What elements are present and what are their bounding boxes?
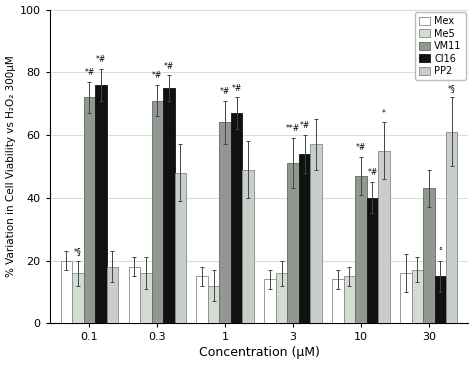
- Bar: [344, 276, 355, 323]
- Bar: [242, 169, 254, 323]
- Y-axis label: % Variation in Cell Viability vs H₂O₂ 300μM: % Variation in Cell Viability vs H₂O₂ 30…: [6, 55, 16, 277]
- Text: *: *: [382, 109, 386, 118]
- Bar: [264, 279, 276, 323]
- Bar: [219, 123, 231, 323]
- Bar: [196, 276, 208, 323]
- Text: *§: *§: [74, 247, 82, 256]
- Bar: [310, 145, 322, 323]
- Bar: [276, 273, 287, 323]
- Bar: [446, 132, 457, 323]
- Bar: [152, 100, 163, 323]
- Bar: [128, 267, 140, 323]
- Bar: [72, 273, 84, 323]
- Bar: [367, 198, 378, 323]
- Bar: [163, 88, 174, 323]
- Bar: [107, 267, 118, 323]
- Bar: [411, 270, 423, 323]
- Bar: [174, 173, 186, 323]
- Text: *#: *#: [300, 121, 310, 130]
- Text: °: °: [438, 247, 442, 256]
- Bar: [299, 154, 310, 323]
- Bar: [400, 273, 411, 323]
- Bar: [140, 273, 152, 323]
- Bar: [435, 276, 446, 323]
- Bar: [423, 188, 435, 323]
- Text: *#: *#: [356, 143, 366, 152]
- Bar: [95, 85, 107, 323]
- Text: *#: *#: [367, 168, 377, 177]
- Text: *#: *#: [96, 55, 106, 65]
- Text: *#: *#: [231, 84, 242, 93]
- Bar: [287, 163, 299, 323]
- Text: *#: *#: [84, 68, 94, 77]
- Bar: [332, 279, 344, 323]
- Bar: [378, 151, 390, 323]
- Text: **#: **#: [286, 124, 300, 134]
- Bar: [208, 285, 219, 323]
- Bar: [84, 97, 95, 323]
- Bar: [61, 261, 72, 323]
- Legend: Mex, Me5, VM11, CI16, PP2: Mex, Me5, VM11, CI16, PP2: [415, 12, 465, 80]
- Text: *§: *§: [448, 84, 456, 93]
- Text: *#: *#: [220, 87, 230, 96]
- X-axis label: Concentration (μM): Concentration (μM): [199, 346, 319, 360]
- Bar: [231, 113, 242, 323]
- Text: *#: *#: [152, 71, 163, 80]
- Text: *#: *#: [164, 62, 174, 71]
- Bar: [355, 176, 367, 323]
